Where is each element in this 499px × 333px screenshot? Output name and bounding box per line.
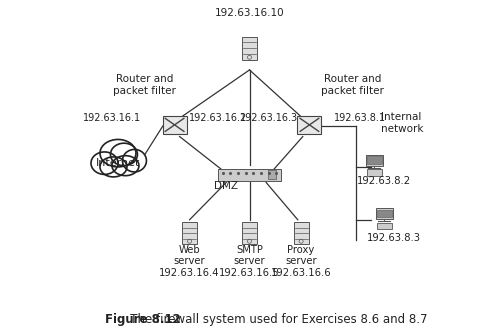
Text: 192.63.16.1: 192.63.16.1	[83, 113, 141, 123]
FancyBboxPatch shape	[377, 209, 392, 217]
Text: 192.63.8.3: 192.63.8.3	[367, 233, 421, 243]
FancyBboxPatch shape	[366, 155, 383, 166]
Text: Internal
network: Internal network	[381, 113, 424, 134]
Text: 192.63.16.10: 192.63.16.10	[215, 8, 284, 18]
Text: Figure 8.12: Figure 8.12	[105, 313, 181, 326]
FancyBboxPatch shape	[377, 223, 392, 229]
FancyBboxPatch shape	[242, 37, 257, 60]
Text: 192.63.16.3: 192.63.16.3	[240, 113, 298, 123]
FancyBboxPatch shape	[297, 116, 321, 134]
FancyBboxPatch shape	[182, 222, 197, 244]
Text: Internet: Internet	[96, 158, 140, 168]
FancyBboxPatch shape	[367, 156, 382, 164]
FancyBboxPatch shape	[242, 222, 257, 244]
Ellipse shape	[110, 143, 137, 166]
Text: SMTP
server
192.63.16.5: SMTP server 192.63.16.5	[219, 245, 280, 278]
Text: Proxy
server
192.63.16.6: Proxy server 192.63.16.6	[271, 245, 331, 278]
FancyBboxPatch shape	[218, 169, 281, 181]
Text: 192.63.8.1: 192.63.8.1	[334, 113, 386, 123]
FancyBboxPatch shape	[268, 170, 276, 179]
Ellipse shape	[122, 150, 146, 172]
Text: Router and
packet filter: Router and packet filter	[113, 74, 176, 96]
FancyBboxPatch shape	[163, 116, 187, 134]
Text: DMZ: DMZ	[214, 181, 238, 191]
Ellipse shape	[100, 157, 127, 177]
Ellipse shape	[100, 140, 136, 167]
Ellipse shape	[91, 152, 118, 174]
Text: Web
server
192.63.16.4: Web server 192.63.16.4	[159, 245, 220, 278]
Ellipse shape	[112, 156, 139, 176]
FancyBboxPatch shape	[367, 169, 382, 176]
Text: 192.63.16.2: 192.63.16.2	[189, 113, 247, 123]
FancyBboxPatch shape	[376, 208, 393, 219]
Text: Router and
packet filter: Router and packet filter	[321, 74, 384, 96]
Text: 192.63.8.2: 192.63.8.2	[357, 176, 412, 186]
Text: The firewall system used for Exercises 8.6 and 8.7: The firewall system used for Exercises 8…	[119, 313, 427, 326]
FancyBboxPatch shape	[293, 222, 308, 244]
